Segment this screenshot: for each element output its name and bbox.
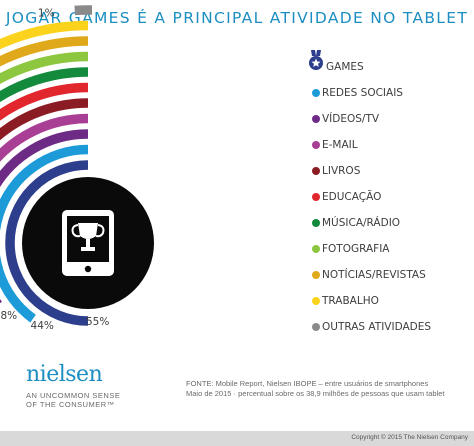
legend-dot <box>312 141 320 149</box>
legend-label: MÚSICA/RÁDIO <box>322 217 401 229</box>
legend-label: EDUCAÇÃO <box>322 191 382 203</box>
footer-bar: Copyright © 2015 The Nielsen Company <box>0 431 474 446</box>
value-label: 44% <box>31 320 54 332</box>
legend-label: REDES SOCIAIS <box>322 87 403 99</box>
arc-not-cias-revistas <box>0 36 89 67</box>
medal-icon <box>309 50 323 70</box>
chart-title: JOGAR GAMES É A PRINCIPAL ATIVIDADE NO T… <box>5 9 469 27</box>
tagline: AN UNCOMMON SENSE OF THE CONSUMER™ <box>26 391 120 409</box>
value-label: 1% <box>38 7 55 19</box>
value-label: 55% <box>86 316 109 328</box>
legend-dot <box>312 89 320 97</box>
arc-educa-o <box>0 82 89 121</box>
arc-m-sica-r-dio <box>0 67 89 102</box>
legend-dot <box>312 271 320 279</box>
legend-label: GAMES <box>326 61 364 73</box>
source-line-2: Maio de 2015 · percentual sobre os 38,9 … <box>186 389 445 398</box>
legend-dot <box>312 297 320 305</box>
tablet-trophy-icon <box>62 210 114 276</box>
legend-dot <box>312 245 320 253</box>
nielsen-logo: nielsen <box>26 362 103 387</box>
copyright: Copyright © 2015 The Nielsen Company <box>351 434 468 441</box>
source-note: FONTE: Mobile Report, Nielsen IBOPE – en… <box>186 379 445 399</box>
tagline-line-1: AN UNCOMMON SENSE <box>26 391 121 400</box>
arc-v-deos-tv <box>0 129 89 304</box>
tagline-line-2: OF THE CONSUMER™ <box>26 400 115 409</box>
legend-dot <box>312 323 320 331</box>
source-line-1: FONTE: Mobile Report, Nielsen IBOPE – en… <box>186 379 429 388</box>
legend-label: OUTRAS ATIVIDADES <box>322 321 432 333</box>
legend-dot <box>312 115 320 123</box>
legend-label: NOTÍCIAS/REVISTAS <box>322 269 426 281</box>
legend-dot <box>312 167 320 175</box>
legend-label: VÍDEOS/TV <box>322 113 380 125</box>
legend-label: FOTOGRAFIA <box>322 243 390 255</box>
arc-e-mail <box>0 113 89 162</box>
legend-label: TRABALHO <box>322 295 379 307</box>
value-label: 38% <box>0 310 17 322</box>
arc-trabalho <box>0 20 89 50</box>
legend-dot <box>312 219 320 227</box>
legend-label: LIVROS <box>322 165 361 177</box>
legend-label: E-MAIL <box>322 139 358 151</box>
legend-dot <box>312 193 320 201</box>
arc-redes-sociais <box>0 144 89 323</box>
arc-livros <box>0 98 89 141</box>
arc-fotografia <box>0 51 89 85</box>
arc-games <box>5 160 89 326</box>
